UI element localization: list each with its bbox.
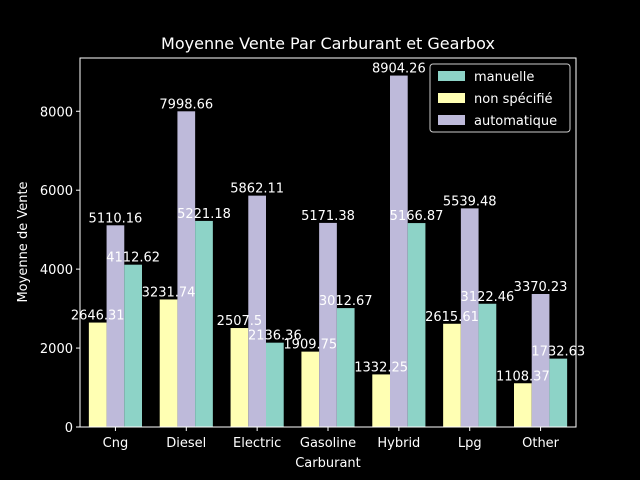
x-tick-label-gasoline: Gasoline xyxy=(300,436,356,451)
bar-hybrid-manuelle xyxy=(407,223,426,427)
bar-electric-manuelle xyxy=(266,342,284,427)
bar-diesel-automatique xyxy=(177,111,196,427)
chart-title: Moyenne Vente Par Carburant et Gearbox xyxy=(161,34,495,53)
data-label-hybrid-automatique: 8904.26 xyxy=(372,62,426,77)
data-label-diesel-manuelle: 5221.18 xyxy=(177,207,231,222)
data-label-electric-automatique: 5862.11 xyxy=(230,182,284,197)
bar-hybrid-automatique xyxy=(390,75,408,427)
data-label-other-manuelle: 1732.63 xyxy=(531,345,585,360)
bar-lpg-automatique xyxy=(460,208,479,427)
data-label-hybrid-manuelle: 5166.87 xyxy=(390,209,444,224)
y-tick-label: 8000 xyxy=(40,105,73,120)
x-axis: Cng Diesel Electric Gasoline Hybrid Lpg Other xyxy=(103,427,560,451)
data-label-cng-non-specifie: 2646.31 xyxy=(71,309,125,324)
bar-hybrid-non-specifie xyxy=(372,374,390,427)
data-label-lpg-non-specifie: 2615.61 xyxy=(425,310,479,325)
legend-swatch-non-specifie xyxy=(438,93,465,103)
bar-diesel-manuelle xyxy=(195,220,213,427)
x-tick-label-cng: Cng xyxy=(103,436,129,451)
data-label-gasoline-automatique: 5171.38 xyxy=(301,209,355,224)
bars-layer xyxy=(88,75,568,427)
legend-label-non-specifie: non spécifié xyxy=(474,92,553,107)
data-label-electric-manuelle: 2136.36 xyxy=(248,329,302,344)
data-label-cng-manuelle: 4112.62 xyxy=(106,251,160,266)
x-axis-label: Carburant xyxy=(295,456,361,471)
data-label-hybrid-non-specifie: 1332.25 xyxy=(354,360,408,375)
legend-swatch-manuelle xyxy=(438,71,465,81)
data-label-electric-non-specifie: 2507.5 xyxy=(217,314,263,329)
data-label-other-automatique: 3370.23 xyxy=(514,280,568,295)
data-label-diesel-automatique: 7998.66 xyxy=(159,97,213,112)
data-label-gasoline-non-specifie: 1909.75 xyxy=(283,338,337,353)
x-tick-label-electric: Electric xyxy=(233,436,281,451)
data-label-gasoline-manuelle: 3012.67 xyxy=(319,294,373,309)
y-axis: 0 2000 4000 6000 8000 xyxy=(40,105,80,436)
bar-electric-automatique xyxy=(248,195,266,427)
bar-gasoline-manuelle xyxy=(336,308,355,427)
bar-gasoline-non-specifie xyxy=(301,351,320,427)
bar-other-manuelle xyxy=(549,358,568,427)
legend-label-automatique: automatique xyxy=(474,114,557,129)
bar-other-automatique xyxy=(531,293,550,427)
bar-gasoline-automatique xyxy=(319,222,337,427)
data-label-cng-automatique: 5110.16 xyxy=(89,211,143,226)
y-tick-label: 0 xyxy=(65,421,73,436)
bar-electric-non-specifie xyxy=(230,328,249,427)
y-tick-label: 4000 xyxy=(40,263,73,278)
data-label-diesel-non-specifie: 3231.74 xyxy=(142,285,196,300)
x-tick-label-other: Other xyxy=(522,436,560,451)
x-tick-label-lpg: Lpg xyxy=(458,436,482,451)
bar-other-non-specifie xyxy=(514,383,532,427)
legend: manuelle non spécifié automatique xyxy=(429,63,571,133)
x-tick-label-diesel: Diesel xyxy=(166,436,206,451)
legend-label-manuelle: manuelle xyxy=(474,70,534,85)
data-label-lpg-automatique: 5539.48 xyxy=(443,194,497,209)
bar-lpg-non-specifie xyxy=(443,323,461,427)
data-labels-layer: 2646.31 5110.16 4112.62 3231.74 7998.66 5221.… xyxy=(71,62,585,385)
data-label-lpg-manuelle: 3122.46 xyxy=(461,290,515,305)
bar-cng-manuelle xyxy=(124,264,142,427)
y-tick-label: 6000 xyxy=(40,184,73,199)
y-axis-label: Moyenne de Vente xyxy=(16,181,31,302)
bar-cng-non-specifie xyxy=(88,322,107,427)
bar-diesel-non-specifie xyxy=(159,299,178,427)
x-tick-label-hybrid: Hybrid xyxy=(377,436,420,451)
y-tick-label: 2000 xyxy=(40,342,73,357)
bar-cng-automatique xyxy=(106,225,125,427)
data-label-other-non-specifie: 1108.37 xyxy=(496,369,550,384)
legend-swatch-automatique xyxy=(438,115,465,125)
bar-lpg-manuelle xyxy=(478,303,497,427)
